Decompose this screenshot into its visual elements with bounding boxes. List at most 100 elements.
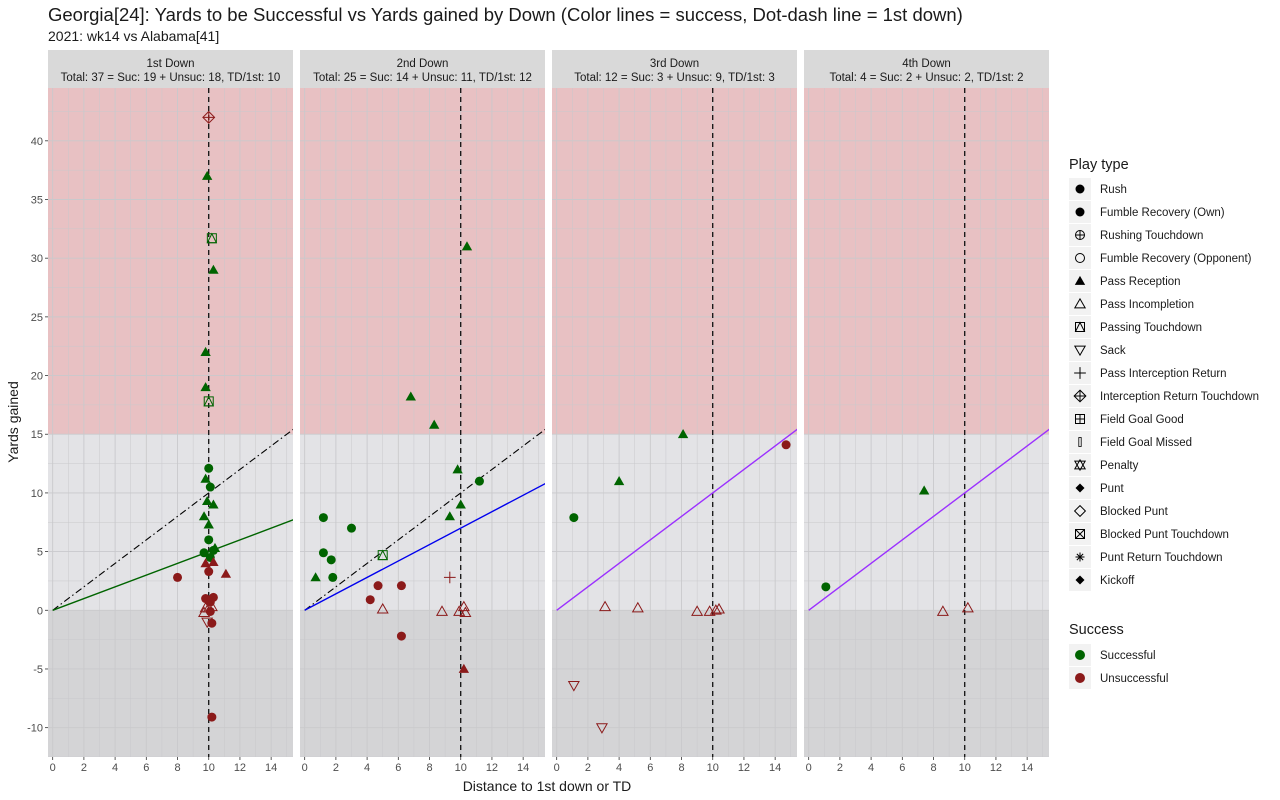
data-point [712,602,726,614]
filled-diamond-icon [1075,575,1085,585]
x-tick-label: 0 [806,762,812,774]
panel-3-strip [552,50,797,88]
legend-play-type-items: Rush Fumble Recovery (Own) Rushing Touchdo… [1069,178,1259,591]
data-point [691,605,704,616]
data-point [677,429,689,439]
x-tick-label: 2 [585,762,591,774]
panel-1-band-3 [48,610,293,757]
y-tick-label: 40 [31,136,43,148]
data-point [631,601,644,613]
y-tick-label: 35 [31,195,43,207]
y-tick-label: 15 [31,429,43,441]
data-point [452,464,463,474]
open-triangle-icon [1073,297,1087,309]
x-tick-label: 14 [265,762,277,774]
y-tick-label: 0 [37,605,43,617]
data-point [821,582,831,592]
data-point [318,548,328,558]
square-triangle-icon [1074,321,1086,332]
panel-1-strip [48,50,293,88]
legend-item-label: Blocked Punt [1100,506,1169,518]
x-tick-label: 14 [769,762,781,774]
panel-4-plot-area [804,88,1049,757]
filled-circle-icon [1075,184,1085,194]
data-point [204,535,214,545]
y-tick-label: -10 [27,723,43,735]
legend-color-swatch [1075,650,1085,660]
x-tick-label: 14 [517,762,529,774]
panel-4-band-3 [804,610,1049,757]
panel-2: 2nd Down Total: 25 = Suc: 14 + Unsuc: 11,… [300,50,545,774]
legend-item-label: Sack [1100,345,1126,357]
plus-icon [1074,367,1086,379]
panel-1-strip-summary: Total: 37 = Suc: 19 + Unsuc: 18, TD/1st:… [61,72,281,84]
data-point [458,663,470,673]
legend-item: Interception Return Touchdown [1069,385,1259,407]
data-point [459,606,472,618]
data-point [918,485,930,495]
legend-title-success: Success [1069,622,1124,638]
data-point [328,572,338,582]
panel-2-band-3 [300,610,545,757]
legend-item-label: Pass Interception Return [1100,368,1227,380]
data-point [443,571,456,584]
data-point [208,499,219,509]
data-point [429,419,440,429]
data-point [455,499,466,509]
panel-4-success-line [808,428,1049,611]
data-point [310,572,321,582]
data-point [206,232,218,244]
data-point [205,606,215,616]
legend-item: Sack [1069,339,1126,361]
x-tick-label: 8 [678,762,684,774]
chart-panels: 1st Down Total: 37 = Suc: 19 + Unsuc: 18,… [27,50,1049,774]
y-tick-label: 5 [37,547,43,559]
data-point [405,391,416,401]
legend-item: Successful [1069,644,1156,666]
open-triangle-down-icon [1073,345,1087,357]
panel-2-plot-area [300,88,545,757]
x-tick-label: 2 [333,762,339,774]
legend: Play type Rush Fumble Recovery (Own) Rushi… [1069,157,1259,689]
panel-1-plot-area [48,88,293,757]
x-tick-label: 8 [930,762,936,774]
panel-2-strip-label: 2nd Down [397,58,449,70]
open-diamond-icon [1073,504,1087,518]
legend-item: Punt Return Touchdown [1069,546,1223,568]
panel-2-strip-summary: Total: 25 = Suc: 14 + Unsuc: 11, TD/1st:… [313,72,532,84]
diamond-plus-icon [1073,389,1087,403]
data-point [204,463,214,473]
panel-2-dotdash-line [304,428,545,611]
square-plus-icon [1075,414,1085,424]
x-tick-label: 2 [81,762,87,774]
y-tick-label: -5 [33,664,43,676]
data-point [199,548,209,558]
legend-item-label: Kickoff [1100,575,1135,587]
panel-3-strip-label: 3rd Down [650,58,699,70]
panel-2-strip [300,50,545,88]
data-point [435,605,449,616]
data-point [318,513,328,523]
data-point [200,473,211,483]
legend-item-label: Penalty [1100,460,1139,472]
x-tick-label: 4 [868,762,874,774]
y-tick-label: 20 [31,371,43,383]
legend-item: Punt [1069,477,1124,499]
panel-3: 3rd Down Total: 12 = Suc: 3 + Unsuc: 9, T… [552,50,797,774]
y-tick-label: 30 [31,253,43,265]
panel-3-plot-area [552,88,797,757]
star-of-david-icon [1073,458,1087,472]
x-tick-label: 10 [203,762,215,774]
data-point [200,558,211,568]
data-point [207,618,217,628]
data-point [198,511,210,521]
x-tick-label: 0 [50,762,56,774]
x-tick-label: 6 [647,762,653,774]
y-tick-label: 10 [31,488,43,500]
data-point [444,511,455,521]
data-point [203,519,214,529]
data-point [346,523,356,533]
open-circle-icon [1075,253,1085,263]
legend-item: Rush [1069,178,1127,200]
